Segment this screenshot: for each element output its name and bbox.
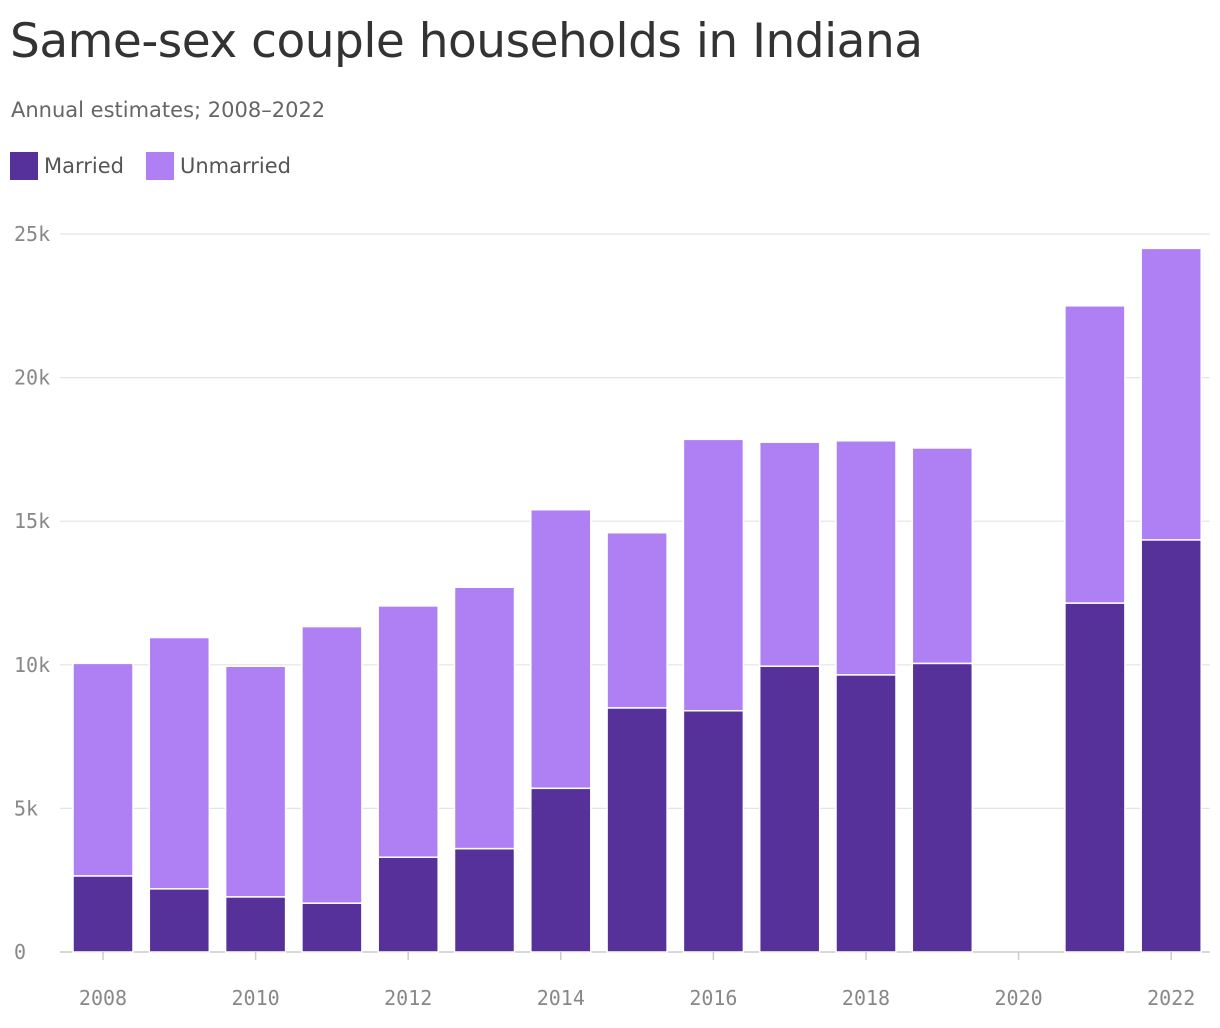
bar-married-2011 — [302, 903, 362, 952]
bar-married-2014 — [531, 788, 591, 952]
x-tick-label: 2016 — [689, 986, 737, 1010]
bar-unmarried-2016 — [683, 439, 743, 710]
bar-married-2015 — [607, 708, 667, 952]
bar-married-2013 — [455, 849, 515, 952]
bar-married-2016 — [683, 711, 743, 952]
chart-svg: 0 5k 10k 15k 20k 25k 2008 2010 2012 2014 2016 2018 2… — [0, 0, 1220, 1028]
y-tick-label: 0 — [14, 940, 26, 964]
bar-unmarried-2015 — [607, 533, 667, 708]
x-tick-label: 2012 — [384, 986, 432, 1010]
bar-married-2019 — [912, 663, 972, 952]
bar-unmarried-2018 — [836, 441, 896, 675]
bar-unmarried-2022 — [1141, 248, 1201, 540]
bar-unmarried-2009 — [149, 638, 209, 889]
bar-unmarried-2008 — [73, 663, 133, 876]
x-tick-label: 2020 — [995, 986, 1043, 1010]
x-tick-label: 2022 — [1147, 986, 1195, 1010]
bar-married-2008 — [73, 876, 133, 952]
bar-unmarried-2010 — [226, 666, 286, 897]
bar-unmarried-2019 — [912, 448, 972, 663]
bar-married-2022 — [1141, 540, 1201, 952]
x-tick-label: 2018 — [842, 986, 890, 1010]
y-tick-label: 15k — [14, 509, 50, 533]
y-tick-label: 25k — [14, 222, 50, 246]
x-tick-label: 2008 — [79, 986, 127, 1010]
y-tick-label: 10k — [14, 653, 50, 677]
bar-unmarried-2017 — [760, 442, 820, 666]
x-tick-label: 2010 — [232, 986, 280, 1010]
bar-unmarried-2013 — [455, 587, 515, 848]
y-tick-label: 20k — [14, 366, 50, 390]
bar-married-2010 — [226, 897, 286, 952]
bar-unmarried-2012 — [378, 606, 438, 857]
bar-unmarried-2021 — [1065, 306, 1125, 603]
y-tick-label: 5k — [14, 796, 38, 820]
bar-unmarried-2014 — [531, 510, 591, 789]
bar-married-2021 — [1065, 603, 1125, 952]
bar-unmarried-2011 — [302, 627, 362, 904]
bar-married-2018 — [836, 675, 896, 952]
bar-married-2009 — [149, 889, 209, 952]
x-tick-label: 2014 — [537, 986, 585, 1010]
bar-married-2017 — [760, 666, 820, 952]
bar-married-2012 — [378, 857, 438, 952]
